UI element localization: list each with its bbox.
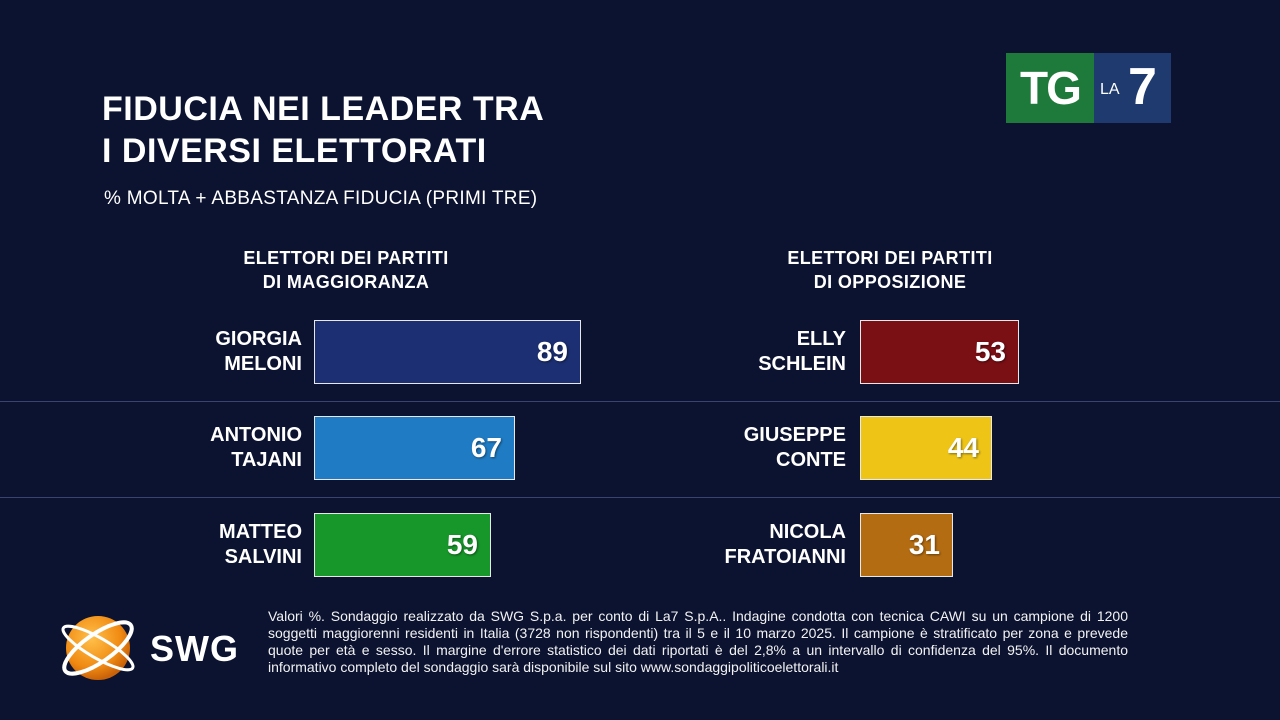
leader-last-name: FRATOIANNI bbox=[724, 546, 846, 568]
group-header-opposizione: ELETTORI DEI PARTITI DI OPPOSIZIONE bbox=[740, 246, 1040, 294]
leader-first-name: MATTEO bbox=[219, 521, 302, 543]
bar-value-label: 67 bbox=[470, 432, 502, 463]
bar: 53 bbox=[860, 320, 1019, 384]
tg-la7-logo: TG LA 7 bbox=[1006, 53, 1171, 123]
seven-logo-text: 7 bbox=[1128, 58, 1157, 116]
bar: 67 bbox=[314, 416, 515, 480]
title-line-1: FIDUCIA NEI LEADER TRA bbox=[102, 90, 545, 128]
bar: 89 bbox=[314, 320, 581, 384]
leader-name: GIORGIA MELONI bbox=[62, 327, 302, 377]
leader-first-name: GIORGIA bbox=[215, 328, 302, 350]
leader-first-name: NICOLA bbox=[769, 521, 846, 543]
group-header-line-2: DI MAGGIORANZA bbox=[262, 272, 430, 292]
leader-name: NICOLA FRATOIANNI bbox=[606, 520, 846, 570]
bar-value-label: 53 bbox=[974, 336, 1006, 367]
leader-last-name: SCHLEIN bbox=[758, 353, 846, 375]
bar-value-label: 89 bbox=[536, 336, 568, 367]
leader-first-name: ELLY bbox=[796, 328, 846, 350]
la-logo-text: LA bbox=[1100, 81, 1120, 98]
leader-first-name: ANTONIO bbox=[210, 424, 302, 446]
bar-value-label: 31 bbox=[908, 529, 940, 560]
bar-value-label: 44 bbox=[947, 432, 979, 463]
leader-name: ANTONIO TAJANI bbox=[62, 423, 302, 473]
la7-logo: LA 7 bbox=[1094, 53, 1171, 123]
leader-name: MATTEO SALVINI bbox=[62, 520, 302, 570]
group-header-maggioranza: ELETTORI DEI PARTITI DI MAGGIORANZA bbox=[196, 246, 496, 294]
bar-value-label: 59 bbox=[446, 529, 478, 560]
bar: 59 bbox=[314, 513, 491, 577]
leader-first-name: GIUSEPPE bbox=[743, 424, 846, 446]
bar: 31 bbox=[860, 513, 953, 577]
leader-last-name: MELONI bbox=[224, 353, 302, 375]
tg-logo-text: TG bbox=[1006, 53, 1094, 123]
title-line-2: I DIVERSI ELETTORATI bbox=[102, 132, 487, 170]
row-separator bbox=[0, 497, 1280, 498]
chart-subtitle: % MOLTA + ABBASTANZA FIDUCIA (PRIMI TRE) bbox=[104, 188, 538, 209]
group-header-line-2: DI OPPOSIZIONE bbox=[813, 272, 967, 292]
leader-name: ELLY SCHLEIN bbox=[606, 327, 846, 377]
leader-last-name: TAJANI bbox=[231, 449, 302, 471]
leader-last-name: CONTE bbox=[776, 449, 846, 471]
group-header-line-1: ELETTORI DEI PARTITI bbox=[787, 248, 993, 268]
row-separator bbox=[0, 401, 1280, 402]
leader-last-name: SALVINI bbox=[224, 546, 302, 568]
chart-title: FIDUCIA NEI LEADER TRA I DIVERSI ELETTOR… bbox=[102, 88, 544, 172]
bar: 44 bbox=[860, 416, 992, 480]
group-header-line-1: ELETTORI DEI PARTITI bbox=[243, 248, 449, 268]
methodology-footnote: Valori %. Sondaggio realizzato da SWG S.… bbox=[268, 608, 1128, 675]
leader-name: GIUSEPPE CONTE bbox=[606, 423, 846, 473]
swg-logo-text: SWG bbox=[150, 628, 239, 669]
swg-globe-icon bbox=[61, 616, 135, 680]
